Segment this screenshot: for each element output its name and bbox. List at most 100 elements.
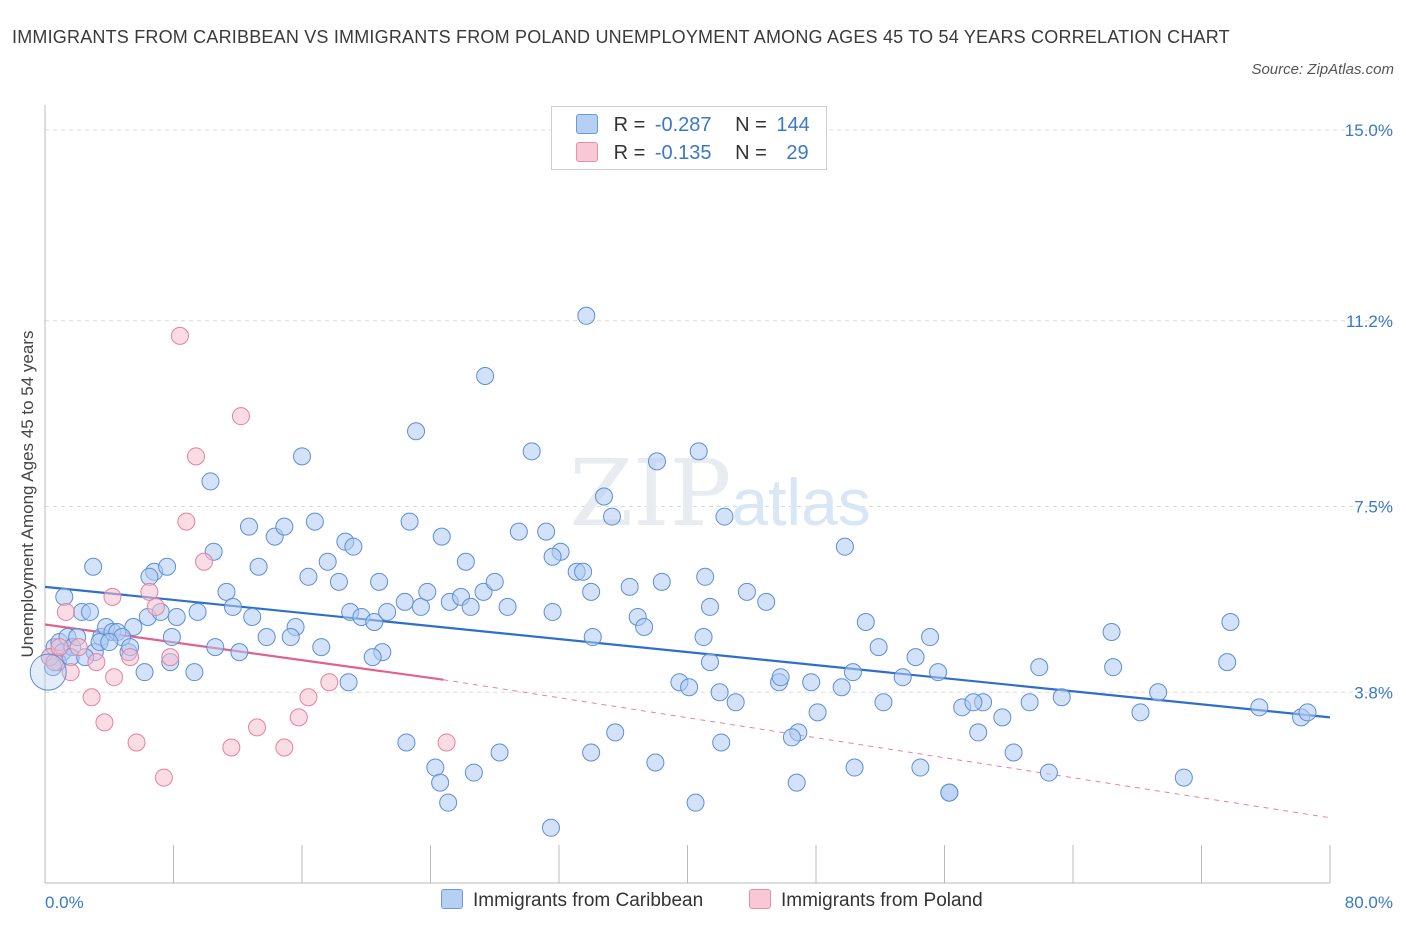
caribbean-point <box>432 527 451 546</box>
y-tick-label: 7.5% <box>1354 498 1393 517</box>
caribbean-point <box>223 597 242 616</box>
poland-point <box>231 407 250 426</box>
caribbean-point <box>329 572 348 591</box>
caribbean-point <box>869 638 888 657</box>
caribbean-point <box>647 452 666 471</box>
caribbean-point <box>249 557 268 576</box>
caribbean-point <box>969 723 988 742</box>
poland-point <box>437 733 456 752</box>
caribbean-point <box>365 612 384 631</box>
caribbean-point <box>474 582 493 601</box>
caribbean-swatch <box>576 114 598 134</box>
caribbean-point <box>476 367 495 386</box>
caribbean-point <box>694 628 713 647</box>
caribbean-point <box>395 592 414 611</box>
caribbean-point <box>426 758 445 777</box>
caribbean-point <box>874 693 893 712</box>
axes <box>44 105 1331 884</box>
legend-n-label: N = <box>735 142 767 164</box>
caribbean-point <box>167 607 186 626</box>
caribbean-point <box>464 763 483 782</box>
caribbean-point <box>217 582 236 601</box>
legend-r-value: -0.135 <box>654 142 712 164</box>
poland-legend-label: Immigrants from Poland <box>781 890 983 911</box>
caribbean-point <box>239 517 258 536</box>
poland-point <box>275 738 294 757</box>
caribbean-point <box>490 743 509 762</box>
caribbean-point <box>80 602 99 621</box>
caribbean-point <box>1039 763 1058 782</box>
legend-r-value: -0.287 <box>654 114 712 136</box>
chart-title: IMMIGRANTS FROM CARIBBEAN VS IMMIGRANTS … <box>12 27 1230 47</box>
caribbean-point <box>1221 612 1240 631</box>
caribbean-point <box>498 597 517 616</box>
caribbean-point <box>940 783 959 802</box>
caribbean-point <box>339 673 358 692</box>
caribbean-point <box>737 582 756 601</box>
caribbean-point <box>281 628 300 647</box>
caribbean-legend-label: Immigrants from Caribbean <box>473 890 704 911</box>
caribbean-point <box>370 572 389 591</box>
caribbean-point <box>363 648 382 667</box>
poland-point <box>248 718 267 737</box>
caribbean-point <box>712 733 731 752</box>
caribbean-point <box>188 602 207 621</box>
caribbean-point <box>680 678 699 697</box>
caribbean-point <box>771 668 790 687</box>
caribbean-point <box>856 612 875 631</box>
caribbean-point <box>1052 688 1071 707</box>
caribbean-point <box>1131 703 1150 722</box>
caribbean-point <box>787 773 806 792</box>
poland-point <box>195 552 214 571</box>
data-points <box>29 306 1317 837</box>
poland-point <box>299 688 318 707</box>
caribbean-point <box>537 522 556 541</box>
caribbean-point <box>418 582 437 601</box>
poland-point <box>103 587 122 606</box>
poland-point <box>154 768 173 787</box>
caribbean-point <box>1102 623 1121 642</box>
caribbean-point <box>808 703 827 722</box>
poland-point <box>61 663 80 682</box>
caribbean-point <box>55 587 74 606</box>
caribbean-point <box>832 678 851 697</box>
poland-point <box>170 326 189 345</box>
caribbean-point <box>620 577 639 596</box>
caribbean-point <box>1218 653 1237 672</box>
caribbean-point <box>843 663 862 682</box>
caribbean-point <box>140 567 159 586</box>
caribbean-point <box>293 447 311 466</box>
caribbean-point <box>921 628 940 647</box>
caribbean-point <box>993 708 1012 727</box>
legend-n-value: 29 <box>786 142 809 164</box>
caribbean-legend-swatch <box>441 889 463 909</box>
caribbean-point <box>124 618 143 636</box>
caribbean-point <box>522 442 541 461</box>
caribbean-point <box>230 643 249 662</box>
caribbean-point <box>757 592 776 611</box>
poland-point <box>82 688 101 707</box>
caribbean-trendline <box>44 585 1331 719</box>
caribbean-point <box>1298 703 1317 722</box>
caribbean-point <box>906 648 925 667</box>
caribbean-point <box>782 728 801 747</box>
caribbean-point <box>583 628 602 647</box>
caribbean-point <box>911 758 930 777</box>
caribbean-point <box>582 582 601 601</box>
y-tick-label: 11.2% <box>1346 312 1393 331</box>
caribbean-point <box>485 572 504 591</box>
caribbean-point <box>726 693 745 712</box>
caribbean-point <box>577 306 596 325</box>
poland-point <box>50 638 69 657</box>
legend-r-label: R = <box>613 142 646 164</box>
caribbean-point <box>257 628 276 647</box>
x-tick-label: 80.0% <box>1345 893 1393 912</box>
caribbean-point <box>893 668 912 687</box>
poland-point <box>146 597 165 616</box>
caribbean-point <box>606 723 625 742</box>
poland-point <box>320 673 339 692</box>
caribbean-point <box>835 537 854 556</box>
caribbean-point <box>541 818 560 837</box>
caribbean-point <box>243 607 262 626</box>
